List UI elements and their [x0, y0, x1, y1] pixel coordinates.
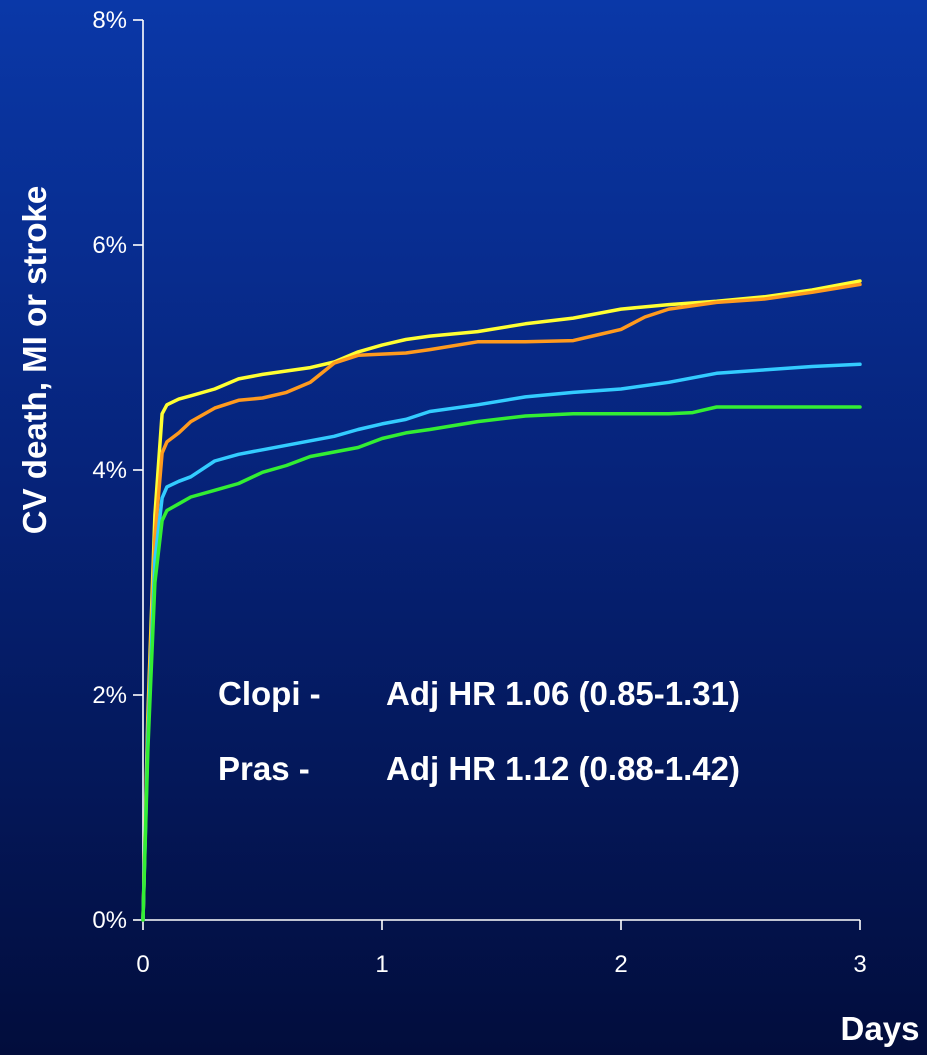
y-tick-label: 8% [92, 7, 127, 34]
annotation-pras-label: Pras - [218, 750, 310, 787]
series-layer [141, 279, 862, 922]
axes: 0% 2% 4% 6% 8% 0 1 2 3 [92, 7, 866, 978]
annotation-pras-hr: Adj HR 1.12 (0.88-1.42) [386, 750, 740, 787]
annotation-clopi-hr: Adj HR 1.06 (0.85-1.31) [386, 675, 740, 712]
x-tick-label: 3 [853, 951, 866, 978]
x-tick-label: 0 [136, 951, 149, 978]
y-axis-title: CV death, MI or stroke [16, 186, 53, 534]
series-line-3 [141, 362, 862, 922]
series-line-4 [141, 405, 862, 922]
y-tick-label: 0% [92, 907, 127, 934]
y-tick-label: 4% [92, 457, 127, 484]
y-tick-label: 2% [92, 682, 127, 709]
series-line-2 [141, 282, 862, 922]
series-line-1 [141, 279, 862, 922]
y-tick-label: 6% [92, 232, 127, 259]
x-axis-title: Days [841, 1010, 920, 1047]
annotation-clopi-label: Clopi - [218, 675, 321, 712]
x-tick-label: 2 [614, 951, 627, 978]
labels: CV death, MI or stroke Days Clopi - Adj … [16, 186, 919, 1047]
x-tick-label: 1 [375, 951, 388, 978]
